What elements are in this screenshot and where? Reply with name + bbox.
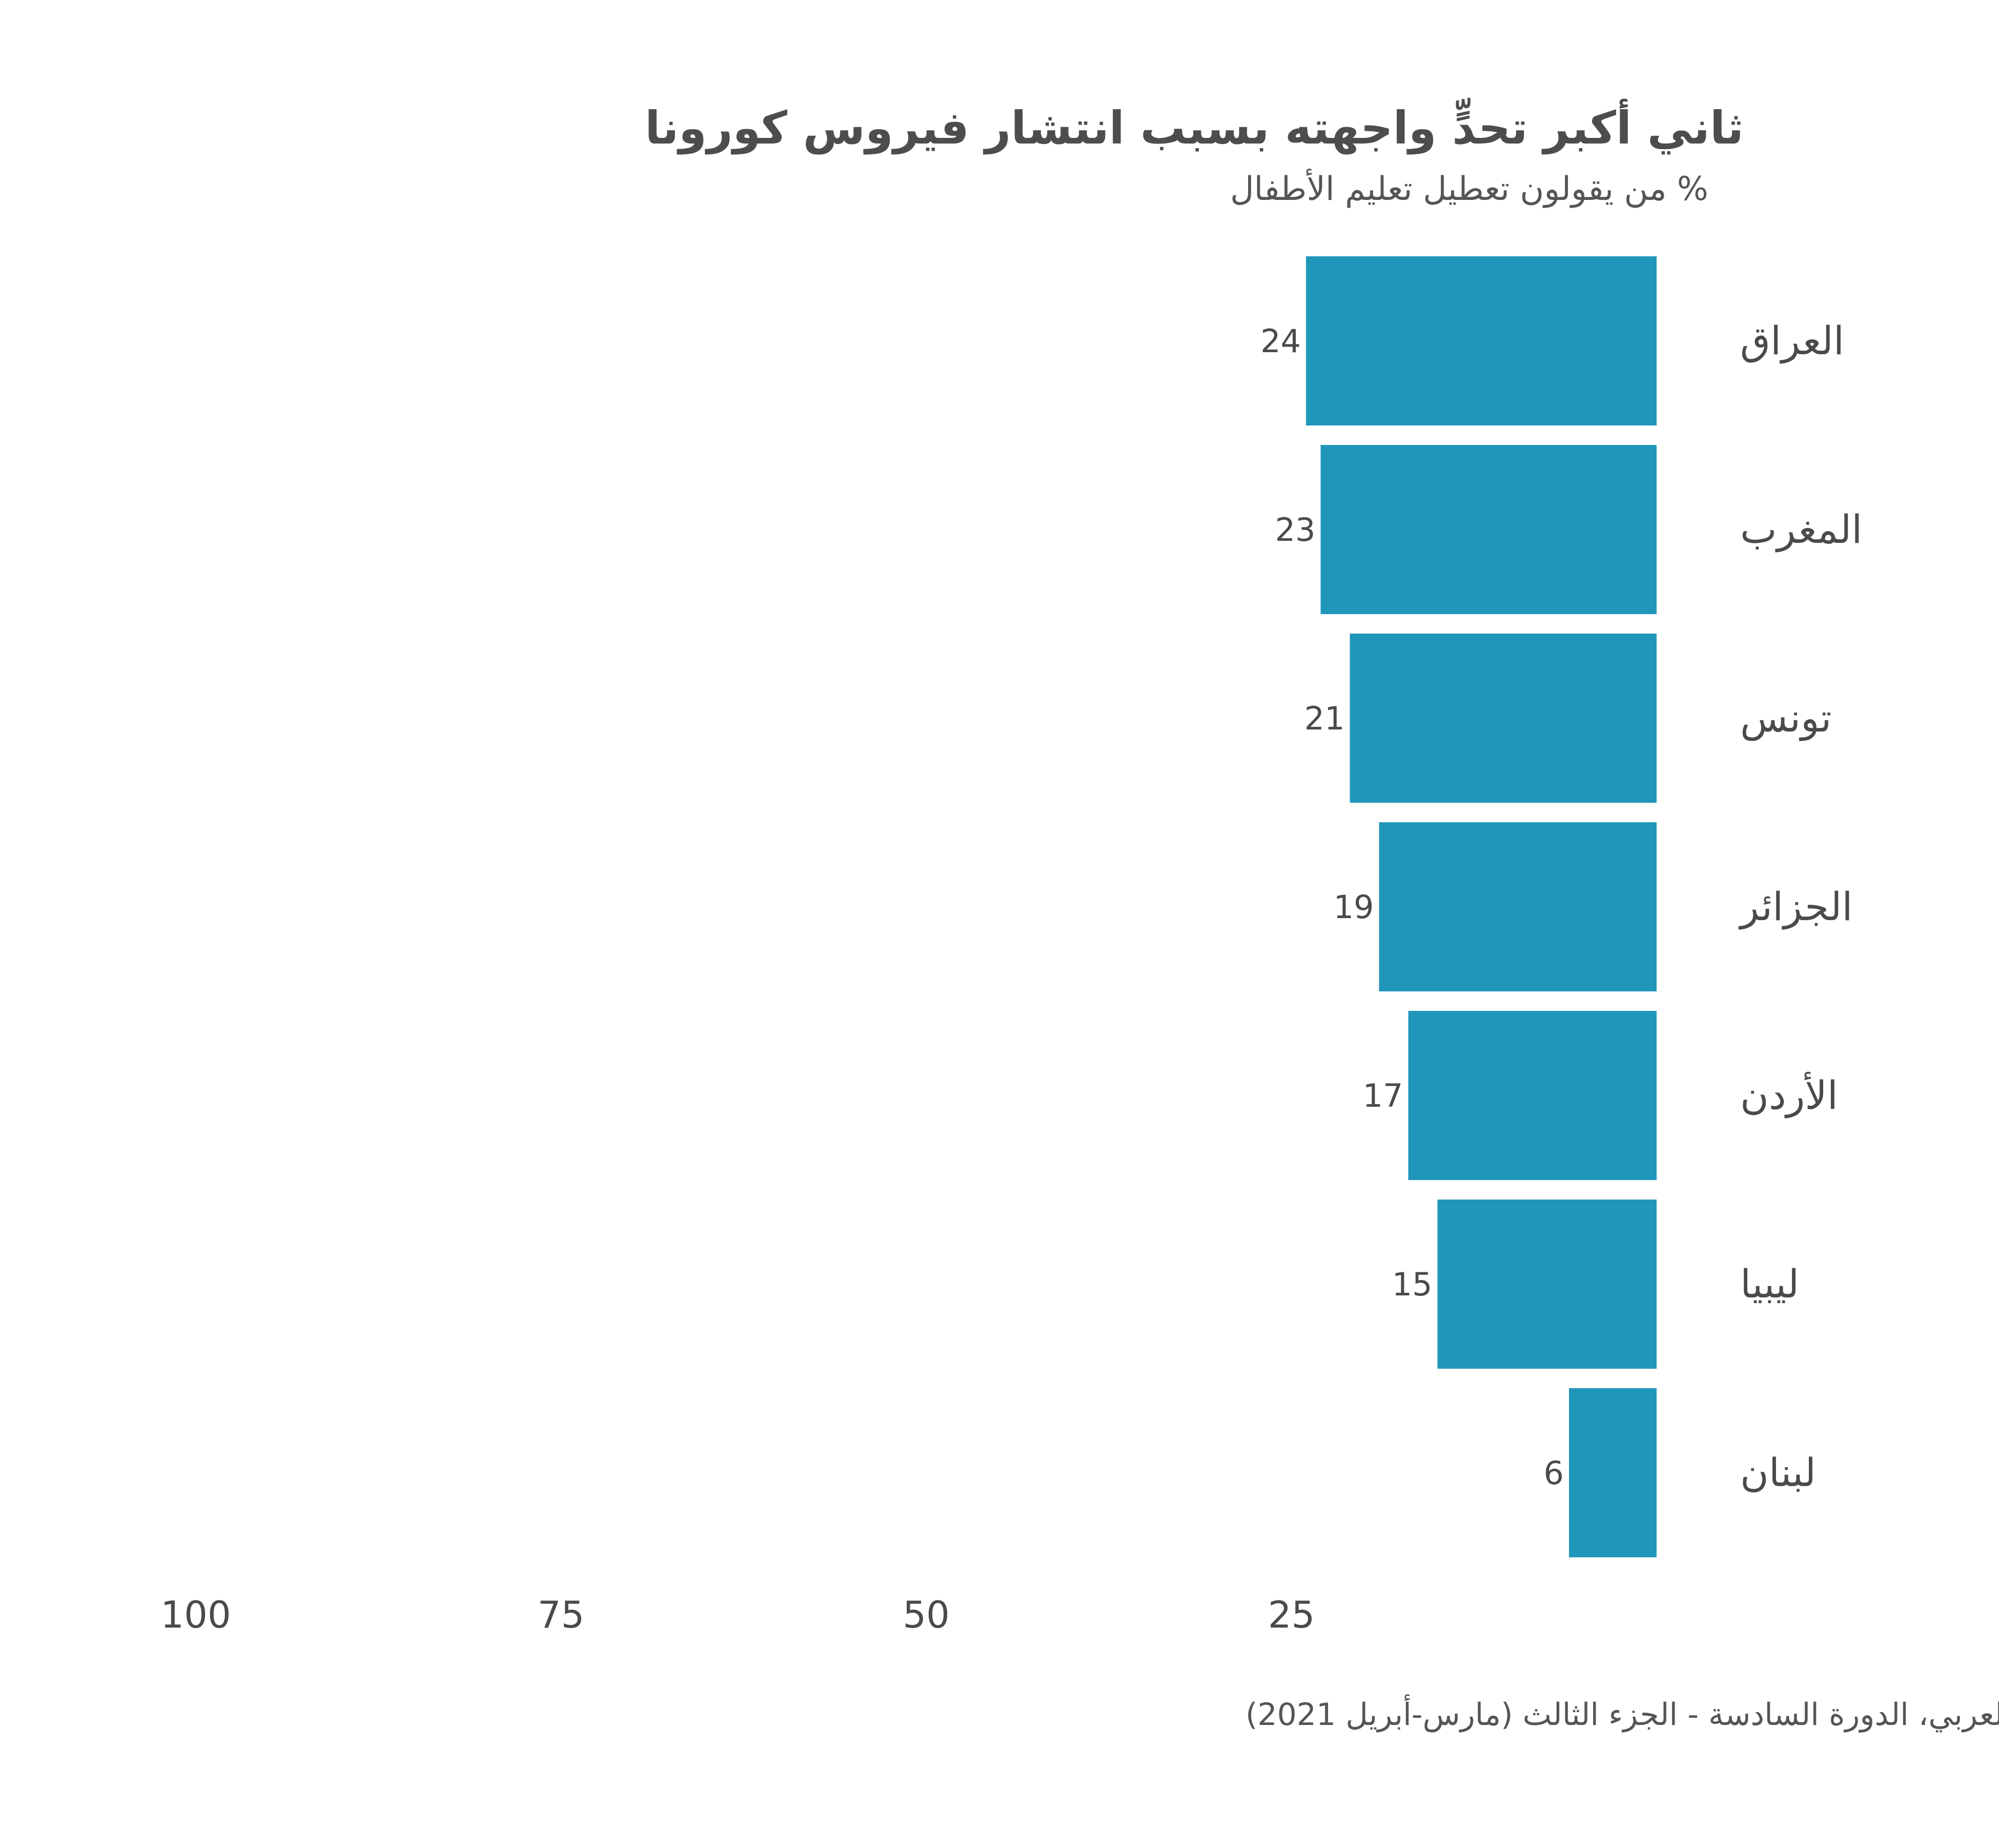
chart-title: ثاني أكبر تحدٍّ واجهته بسبب انتشار فيروس…	[645, 98, 1744, 155]
bar-1	[1320, 445, 1657, 614]
chart-subtitle: % من يقولون تعطيل تعليم الأطفال	[1230, 168, 1708, 208]
bar-2	[1350, 634, 1657, 803]
category-label-0: العراق	[1740, 318, 1844, 364]
bar-4	[1408, 1011, 1657, 1180]
bar-0	[1306, 256, 1657, 425]
value-label-0: 24	[1260, 322, 1301, 360]
category-label-5: ليبيا	[1740, 1261, 1799, 1307]
value-label-4: 17	[1363, 1077, 1403, 1114]
category-label-3: الجزائر	[1738, 884, 1852, 930]
bar-6	[1569, 1388, 1657, 1557]
value-label-5: 15	[1392, 1266, 1433, 1303]
bar-5	[1437, 1200, 1657, 1369]
category-label-6: لبنان	[1740, 1450, 1816, 1495]
x-tick-label-1: 75	[538, 1593, 585, 1636]
x-tick-label-0: 100	[160, 1593, 231, 1636]
category-label-4: الأردن	[1740, 1072, 1838, 1119]
category-label-2: تونس	[1740, 695, 1831, 741]
value-label-3: 19	[1334, 888, 1374, 926]
bars-group: 24 العراق 23 المغرب 21 تونس 19 الجزائر 17 الأردن 1…	[1260, 256, 1862, 1557]
value-label-2: 21	[1304, 700, 1345, 737]
bar-3	[1379, 822, 1657, 991]
source-note: الباروميتر العربي، الدورة السادسة - الجز…	[1246, 1694, 1999, 1733]
value-label-6: 6	[1544, 1454, 1564, 1492]
x-axis-ticks: 100 75 50 25	[160, 1593, 1315, 1636]
category-label-1: المغرب	[1740, 506, 1862, 553]
x-tick-label-2: 50	[903, 1593, 950, 1636]
x-tick-label-3: 25	[1268, 1593, 1315, 1636]
value-label-1: 23	[1275, 511, 1316, 549]
